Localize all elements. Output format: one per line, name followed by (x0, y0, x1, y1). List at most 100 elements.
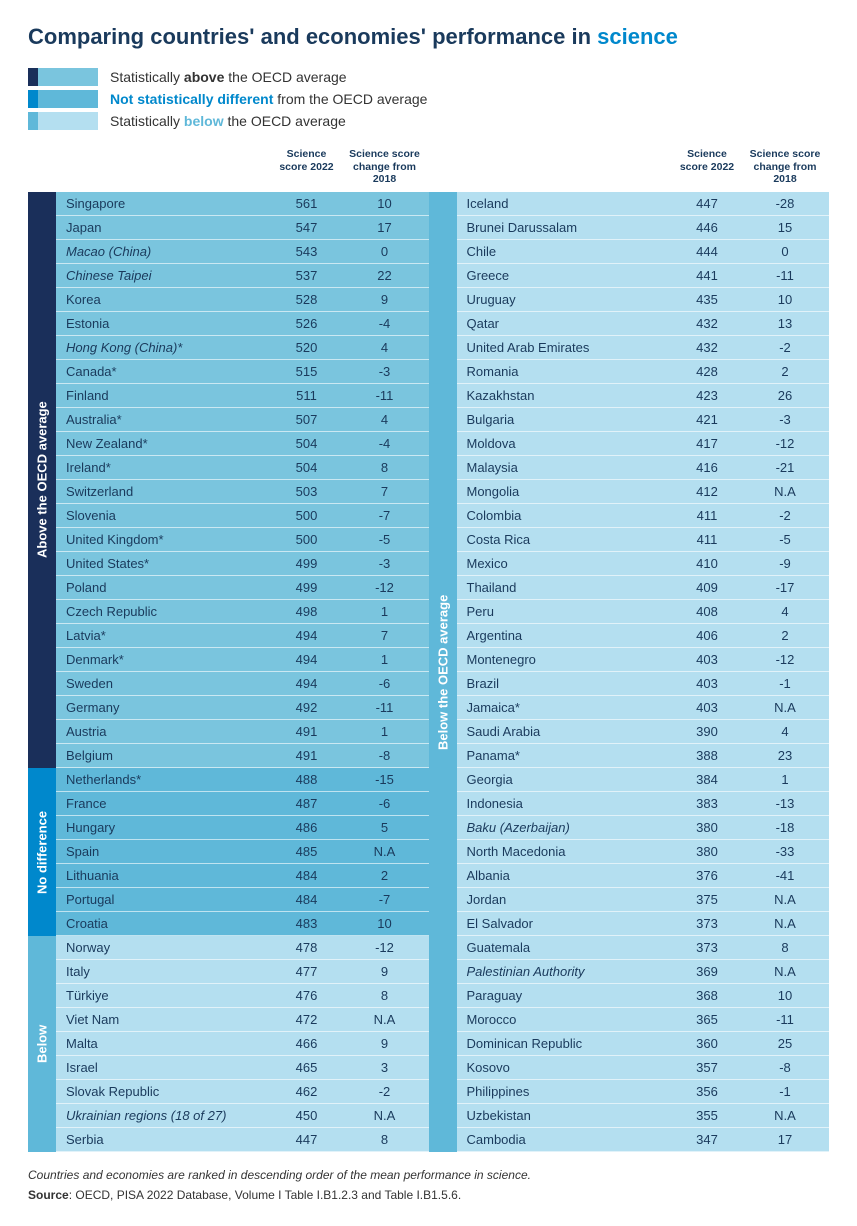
table-row: Norway478-12 (56, 936, 429, 960)
section-rows: Netherlands*488-15France487-6Hungary4865… (56, 768, 429, 936)
science-score: 375 (673, 892, 741, 907)
country-name: Norway (56, 940, 273, 955)
score-change: N.A (341, 844, 429, 859)
data-columns: Science score 2022 Science score change … (28, 148, 829, 1152)
science-score: 447 (273, 1132, 341, 1147)
science-score: 494 (273, 652, 341, 667)
country-name: Indonesia (457, 796, 674, 811)
country-name: New Zealand* (56, 436, 273, 451)
country-name: Spain (56, 844, 273, 859)
country-name: Chinese Taipei (56, 268, 273, 283)
science-score: 447 (673, 196, 741, 211)
score-change: 9 (341, 292, 429, 307)
section-side-label: Above the OECD average (28, 192, 56, 768)
score-change: 22 (341, 268, 429, 283)
science-score: 411 (673, 532, 741, 547)
table-row: Jamaica*403N.A (457, 696, 830, 720)
score-change: -4 (341, 436, 429, 451)
table-row: Sweden494-6 (56, 672, 429, 696)
country-name: Jamaica* (457, 700, 674, 715)
legend-item: Statistically above the OECD average (28, 68, 829, 86)
table-row: Macao (China)5430 (56, 240, 429, 264)
science-score: 528 (273, 292, 341, 307)
legend-swatch (28, 112, 98, 130)
right-sections: Below the OECD averageIceland447-28Brune… (429, 192, 830, 1152)
legend-text: Statistically below the OECD average (110, 113, 346, 129)
science-score: 478 (273, 940, 341, 955)
science-score: 369 (673, 964, 741, 979)
section: No differenceNetherlands*488-15France487… (28, 768, 429, 936)
country-name: Czech Republic (56, 604, 273, 619)
country-name: Slovak Republic (56, 1084, 273, 1099)
country-name: Korea (56, 292, 273, 307)
country-name: Bulgaria (457, 412, 674, 427)
science-score: 499 (273, 556, 341, 571)
table-row: Lithuania4842 (56, 864, 429, 888)
country-name: Uzbekistan (457, 1108, 674, 1123)
table-row: Mongolia412N.A (457, 480, 830, 504)
score-change: N.A (741, 892, 829, 907)
table-row: Kosovo357-8 (457, 1056, 830, 1080)
table-row: Cambodia34717 (457, 1128, 830, 1152)
country-name: Estonia (56, 316, 273, 331)
table-row: Kazakhstan42326 (457, 384, 830, 408)
table-row: Jordan375N.A (457, 888, 830, 912)
science-score: 491 (273, 748, 341, 763)
table-row: El Salvador373N.A (457, 912, 830, 936)
score-change: -3 (341, 364, 429, 379)
score-change: -5 (741, 532, 829, 547)
science-score: 503 (273, 484, 341, 499)
table-row: Portugal484-7 (56, 888, 429, 912)
country-name: Japan (56, 220, 273, 235)
section-rows: Norway478-12Italy4779Türkiye4768Viet Nam… (56, 936, 429, 1152)
country-name: Slovenia (56, 508, 273, 523)
science-score: 520 (273, 340, 341, 355)
country-name: Brazil (457, 676, 674, 691)
country-name: Iceland (457, 196, 674, 211)
left-column: Science score 2022 Science score change … (28, 148, 429, 1152)
table-row: Panama*38823 (457, 744, 830, 768)
header-score: Science score 2022 (673, 148, 741, 186)
country-name: Saudi Arabia (457, 724, 674, 739)
country-name: Latvia* (56, 628, 273, 643)
science-score: 494 (273, 676, 341, 691)
score-change: -12 (741, 652, 829, 667)
table-row: Palestinian Authority369N.A (457, 960, 830, 984)
table-row: Denmark*4941 (56, 648, 429, 672)
table-row: Japan54717 (56, 216, 429, 240)
country-name: Guatemala (457, 940, 674, 955)
science-score: 504 (273, 460, 341, 475)
science-score: 406 (673, 628, 741, 643)
science-score: 472 (273, 1012, 341, 1027)
country-name: North Macedonia (457, 844, 674, 859)
science-score: 380 (673, 820, 741, 835)
table-row: Moldova417-12 (457, 432, 830, 456)
left-sections: Above the OECD averageSingapore56110Japa… (28, 192, 429, 1152)
table-row: Latvia*4947 (56, 624, 429, 648)
science-score: 435 (673, 292, 741, 307)
table-row: Malaysia416-21 (457, 456, 830, 480)
score-change: 2 (741, 628, 829, 643)
table-row: Finland511-11 (56, 384, 429, 408)
country-name: Viet Nam (56, 1012, 273, 1027)
title-accent: science (597, 24, 678, 49)
science-score: 511 (273, 388, 341, 403)
science-score: 380 (673, 844, 741, 859)
science-score: 376 (673, 868, 741, 883)
section-rows: Iceland447-28Brunei Darussalam44615Chile… (457, 192, 830, 1152)
table-row: Korea5289 (56, 288, 429, 312)
legend: Statistically above the OECD averageNot … (28, 68, 829, 130)
legend-text: Statistically above the OECD average (110, 69, 347, 85)
science-score: 428 (673, 364, 741, 379)
country-name: Lithuania (56, 868, 273, 883)
country-name: Mexico (457, 556, 674, 571)
table-row: Peru4084 (457, 600, 830, 624)
table-row: Belgium491-8 (56, 744, 429, 768)
science-score: 500 (273, 532, 341, 547)
science-score: 411 (673, 508, 741, 523)
science-score: 476 (273, 988, 341, 1003)
country-name: France (56, 796, 273, 811)
score-change: -11 (741, 268, 829, 283)
column-header-left: Science score 2022 Science score change … (28, 148, 429, 192)
table-row: Dominican Republic36025 (457, 1032, 830, 1056)
